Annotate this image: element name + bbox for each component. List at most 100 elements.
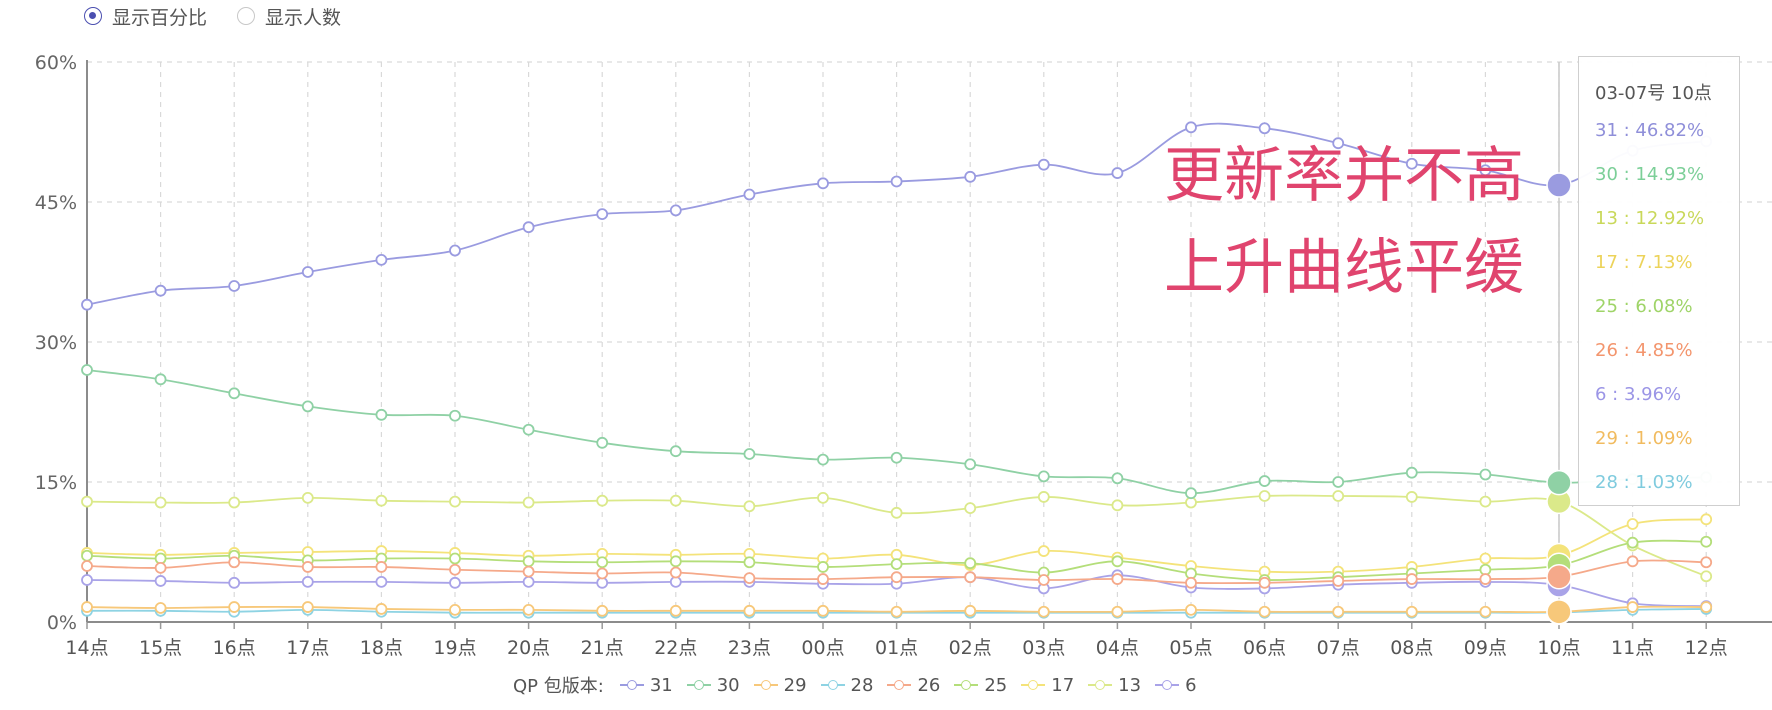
legend-item-13[interactable]: 13 [1088, 675, 1141, 696]
data-point-29 [1037, 605, 1050, 618]
legend-item-26[interactable]: 26 [887, 675, 940, 696]
show-percent-radio[interactable]: 显示百分比 [84, 0, 207, 32]
focus-point-26 [1546, 563, 1572, 590]
tooltip-row: 30 : 14.93% [1595, 164, 1705, 185]
data-point-31 [1037, 158, 1050, 171]
data-point-13 [154, 496, 167, 509]
tooltip-row: 17 : 7.13% [1595, 252, 1693, 273]
y-tick-label: 45% [35, 192, 77, 214]
data-point-31 [1479, 164, 1492, 177]
data-point-31 [522, 221, 535, 234]
data-point-31 [964, 170, 977, 183]
legend-item-17[interactable]: 17 [1021, 675, 1074, 696]
legend-item-25[interactable]: 25 [954, 675, 1007, 696]
tooltip-row: 13 : 12.92% [1595, 208, 1705, 229]
legend-line-icon [1021, 679, 1046, 691]
data-point-25 [669, 555, 682, 568]
data-point-30 [817, 453, 829, 466]
data-point-26 [743, 572, 756, 585]
focus-point-29 [1546, 599, 1572, 625]
data-point-25 [890, 558, 903, 571]
data-point-26 [449, 563, 461, 576]
x-tick-label: 16点 [213, 637, 256, 659]
data-point-30 [449, 409, 461, 422]
data-point-29 [743, 604, 756, 617]
data-point-30 [1185, 487, 1197, 500]
data-point-30 [301, 400, 314, 413]
data-point-6 [449, 576, 461, 589]
data-point-26 [1700, 556, 1713, 569]
data-point-13 [1111, 499, 1124, 512]
data-point-29 [1332, 605, 1345, 618]
radio-selected-icon [84, 7, 102, 25]
data-point-31 [81, 298, 93, 311]
legend-line-icon [1155, 679, 1180, 691]
y-tick-label: 60% [35, 52, 77, 74]
y-tick-label: 0% [47, 612, 77, 634]
data-point-25 [449, 552, 461, 565]
data-point-29 [154, 602, 167, 614]
x-tick-label: 18点 [360, 637, 403, 659]
data-point-13 [964, 502, 977, 515]
x-tick-label: 17点 [286, 637, 329, 659]
data-point-6 [522, 575, 535, 588]
show-percent-label: 显示百分比 [112, 6, 208, 29]
legend-item-28[interactable]: 28 [820, 675, 873, 696]
data-point-13 [1479, 495, 1492, 508]
chart-legend: QP 包版本: 31 30 29 28 26 25 17 13 6 [513, 672, 1197, 698]
data-point-30 [964, 458, 977, 471]
data-point-13 [375, 494, 388, 507]
legend-line-icon [954, 679, 979, 691]
data-point-30 [596, 436, 609, 449]
x-tick-label: 06点 [1243, 637, 1286, 659]
data-point-13 [1405, 491, 1418, 503]
data-point-29 [375, 603, 388, 615]
data-point-31 [1111, 167, 1124, 179]
data-point-25 [1700, 535, 1713, 548]
x-tick-label: 04点 [1096, 637, 1139, 659]
data-point-26 [596, 567, 609, 580]
legend-item-31[interactable]: 31 [619, 675, 673, 696]
data-point-13 [817, 491, 829, 504]
data-point-26 [228, 556, 241, 569]
data-point-29 [1700, 601, 1713, 613]
legend-label: 17 [1051, 674, 1075, 696]
data-point-30 [375, 408, 388, 421]
data-point-29 [817, 604, 829, 617]
data-point-6 [301, 575, 314, 588]
legend-item-29[interactable]: 29 [753, 675, 807, 696]
data-point-26 [1332, 575, 1345, 587]
data-point-13 [81, 495, 93, 508]
focus-point-30 [1546, 469, 1572, 496]
data-point-17 [1479, 552, 1492, 565]
data-point-30 [1405, 466, 1418, 479]
data-point-31 [817, 177, 829, 190]
data-point-26 [81, 560, 93, 572]
data-point-6 [228, 576, 241, 589]
data-point-25 [522, 555, 535, 568]
legend-line-icon [1088, 679, 1113, 691]
x-tick-label: 05点 [1169, 637, 1212, 659]
x-tick-label: 10点 [1537, 637, 1580, 659]
tooltip-title: 03-07号 10点 [1595, 83, 1712, 104]
y-tick-label: 15% [35, 472, 77, 494]
data-point-13 [743, 500, 756, 513]
data-point-30 [1111, 472, 1124, 485]
show-count-radio[interactable]: 显示人数 [237, 0, 341, 32]
data-point-30 [890, 451, 903, 464]
data-point-30 [81, 364, 93, 376]
data-point-26 [1258, 576, 1271, 589]
x-tick-label: 23点 [728, 637, 771, 659]
y-tick-label: 30% [35, 332, 77, 354]
data-point-30 [1479, 468, 1492, 481]
legend-item-30[interactable]: 30 [686, 675, 740, 696]
x-tick-label: 15点 [139, 637, 182, 659]
data-point-29 [669, 604, 682, 617]
data-point-26 [1111, 573, 1124, 585]
data-point-26 [964, 571, 977, 584]
tooltip-row: 29 : 1.09% [1595, 428, 1693, 449]
tooltip-row: 26 : 4.85% [1595, 340, 1693, 361]
data-point-29 [964, 604, 977, 617]
legend-item-6[interactable]: 6 [1155, 675, 1197, 696]
